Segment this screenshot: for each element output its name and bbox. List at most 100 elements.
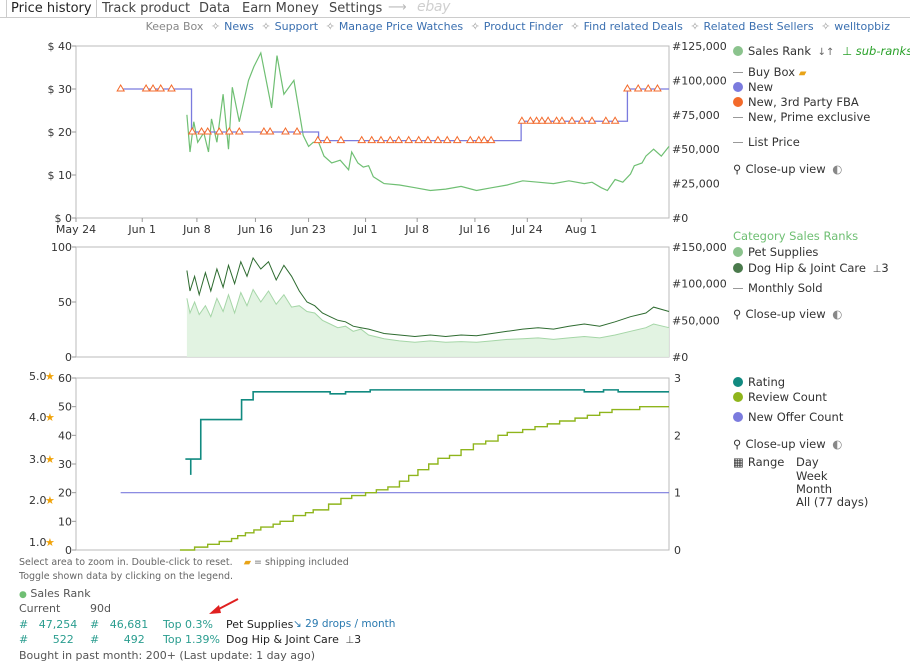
range-month[interactable]: Month bbox=[796, 482, 833, 496]
legend-sales-rank[interactable]: Sales Rank ↓↑ ⊥ sub-ranks bbox=[733, 44, 910, 58]
fba-marker bbox=[587, 116, 597, 124]
x-tick-label: Jun 8 bbox=[182, 223, 211, 236]
circle-icon bbox=[733, 247, 743, 257]
y-tick-label: 20 bbox=[58, 487, 72, 500]
legend-dog-hip-joint[interactable]: Dog Hip & Joint Care ⊥3 bbox=[733, 261, 889, 275]
line-icon bbox=[733, 288, 743, 289]
zoom-hint-text: Select area to zoom in. Double-click to … bbox=[19, 557, 233, 568]
tab-earn-money[interactable]: Earn Money bbox=[242, 1, 319, 16]
fba-marker bbox=[281, 127, 290, 135]
toggle-hint: Toggle shown data by clicking on the leg… bbox=[19, 571, 234, 582]
sales-rank-line bbox=[186, 51, 670, 192]
y-tick-label: $ 20 bbox=[48, 126, 73, 139]
truck-icon: ▰ bbox=[243, 557, 251, 568]
fba-marker bbox=[394, 135, 404, 144]
close-up-view-3[interactable]: ⚲ Close-up view ◐ bbox=[733, 437, 842, 451]
y-tick-label: $ 40 bbox=[48, 40, 73, 53]
y-tick-label: 100 bbox=[51, 241, 72, 254]
keepa-box-label: Keepa Box bbox=[145, 20, 204, 33]
tab-data[interactable]: Data bbox=[199, 1, 231, 16]
rank-row-2-category[interactable]: Dog Hip & Joint Care ⊥3 bbox=[226, 633, 361, 646]
rating-tick-label: 1.0 bbox=[29, 536, 47, 549]
circle-icon bbox=[733, 392, 743, 402]
legend-new-prime[interactable]: New, Prime exclusive bbox=[733, 110, 870, 124]
news-link[interactable]: News bbox=[224, 20, 254, 33]
rank-row-2-current: # 522 bbox=[19, 633, 74, 646]
y-right-tick-label: #150,000 bbox=[672, 241, 727, 254]
legend-rating-label: Rating bbox=[748, 375, 786, 389]
fba-marker bbox=[292, 127, 302, 135]
x-tick-label: May 24 bbox=[56, 223, 96, 236]
support-link[interactable]: Support bbox=[274, 20, 319, 33]
fba-marker bbox=[567, 116, 577, 124]
seller-link[interactable]: welltopbiz bbox=[834, 20, 890, 33]
trend-down-icon: ↘ bbox=[293, 618, 302, 630]
y-tick-label: 0 bbox=[65, 351, 72, 364]
legend-sales-rank-label: Sales Rank bbox=[748, 44, 811, 58]
plot-area bbox=[75, 45, 670, 219]
find-related-deals-link[interactable]: Find related Deals bbox=[583, 20, 683, 33]
bought-past-month: Bought in past month: 200+ (Last update:… bbox=[19, 649, 316, 662]
y-right-tick-label: #100,000 bbox=[672, 278, 727, 291]
toggle-icon[interactable]: ◐ bbox=[832, 307, 843, 321]
rank-current-value: 522 bbox=[52, 633, 74, 646]
fba-marker bbox=[610, 116, 620, 124]
fba-marker bbox=[224, 127, 234, 135]
legend-new-offer-count[interactable]: New Offer Count bbox=[733, 410, 843, 424]
x-tick-label: Jun 23 bbox=[290, 223, 326, 236]
close-up-view-1[interactable]: ⚲ Close-up view ◐ bbox=[733, 162, 842, 176]
fba-marker bbox=[423, 135, 433, 144]
legend-buy-box[interactable]: Buy Box ▰ bbox=[733, 65, 806, 79]
toggle-icon[interactable]: ◐ bbox=[832, 437, 843, 451]
shipping-hint-text: = shipping included bbox=[254, 557, 349, 568]
y-tick-label: $ 30 bbox=[48, 83, 73, 96]
fba-marker bbox=[404, 135, 414, 144]
close-up-view-2[interactable]: ⚲ Close-up view ◐ bbox=[733, 307, 842, 321]
fba-marker bbox=[214, 127, 224, 135]
close-up-label: Close-up view bbox=[745, 162, 826, 176]
legend-list-price[interactable]: List Price bbox=[733, 135, 800, 149]
sort-icon[interactable]: ↓↑ bbox=[817, 47, 835, 58]
star-icon: ★ bbox=[45, 494, 55, 507]
y-tick-label: $ 0 bbox=[55, 212, 73, 225]
x-tick-label: Jul 1 bbox=[353, 223, 378, 236]
legend-offer-label: New Offer Count bbox=[748, 410, 844, 424]
range-day[interactable]: Day bbox=[796, 455, 819, 469]
legend-review-count[interactable]: Review Count bbox=[733, 390, 827, 404]
related-best-sellers-link[interactable]: Related Best Sellers bbox=[703, 20, 814, 33]
tab-settings[interactable]: Settings bbox=[329, 1, 383, 16]
diamond-icon: ✧ bbox=[821, 20, 831, 33]
tab-price-history[interactable]: Price history bbox=[6, 0, 97, 18]
range-all[interactable]: All (77 days) bbox=[796, 495, 869, 509]
legend-rating-item[interactable]: Rating bbox=[733, 375, 785, 389]
product-finder-link[interactable]: Product Finder bbox=[483, 20, 563, 33]
tab-bar: Price history Track product Data Earn Mo… bbox=[0, 0, 910, 18]
fba-marker bbox=[322, 135, 332, 144]
x-tick-label: Jul 24 bbox=[511, 223, 543, 236]
ebay-logo[interactable]: ebay bbox=[417, 0, 451, 15]
hierarchy-icon: ⊥ bbox=[345, 635, 355, 646]
legend-new[interactable]: New bbox=[733, 80, 773, 94]
legend-pet-supplies[interactable]: Pet Supplies bbox=[733, 245, 818, 259]
sub-ranks-toggle[interactable]: ⊥ sub-ranks bbox=[842, 44, 910, 58]
fba-marker bbox=[336, 135, 346, 144]
legend-category: Category Sales Ranks Pet Supplies Dog Hi… bbox=[733, 229, 903, 329]
legend-new-3rd-party-fba[interactable]: New, 3rd Party FBA bbox=[733, 95, 859, 109]
fba-marker bbox=[385, 135, 395, 144]
legend-monthly-sold[interactable]: Monthly Sold bbox=[733, 281, 823, 295]
fba-marker bbox=[633, 84, 643, 92]
manage-price-watches-link[interactable]: Manage Price Watches bbox=[338, 20, 464, 33]
circle-icon bbox=[733, 263, 743, 273]
rank-row-1-category[interactable]: Pet Supplies bbox=[226, 618, 294, 631]
arrow-icon: ⟶ bbox=[388, 0, 407, 15]
close-up-label: Close-up view bbox=[745, 307, 826, 321]
toggle-icon[interactable]: ◐ bbox=[832, 162, 843, 176]
fba-marker bbox=[577, 116, 587, 124]
search-icon: ⚲ bbox=[733, 307, 742, 321]
range-week[interactable]: Week bbox=[796, 469, 828, 483]
tab-track-product[interactable]: Track product bbox=[102, 1, 191, 16]
x-tick-label: Jun 16 bbox=[237, 223, 273, 236]
fba-marker bbox=[156, 84, 166, 92]
circle-icon bbox=[733, 377, 743, 387]
